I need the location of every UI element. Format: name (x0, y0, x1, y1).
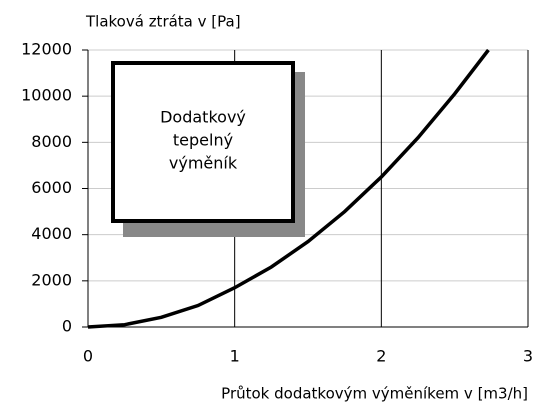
y-tick-label: 4000 (31, 224, 72, 243)
chart-title: Tlaková ztráta v [Pa] (85, 13, 241, 31)
y-tick-label: 12000 (21, 40, 72, 59)
annotation-text: výměník (169, 154, 238, 173)
y-tick-label: 2000 (31, 270, 72, 289)
x-tick-label: 2 (376, 347, 386, 366)
annotation-text: Dodatkový (160, 108, 246, 127)
y-tick-label: 6000 (31, 178, 72, 197)
x-tick-label: 1 (230, 347, 240, 366)
data-line (87, 48, 490, 329)
annotation-box (111, 61, 295, 223)
y-tick-label: 8000 (31, 132, 72, 151)
x-tick-label: 3 (523, 347, 533, 366)
y-tick-label: 0 (62, 317, 72, 336)
y-tick-label: 10000 (21, 86, 72, 105)
annotation-text: tepelný (173, 131, 233, 150)
x-tick-label: 0 (83, 347, 93, 366)
x-axis-label: Průtok dodatkovým výměníkem v [m3/h] (221, 385, 528, 403)
